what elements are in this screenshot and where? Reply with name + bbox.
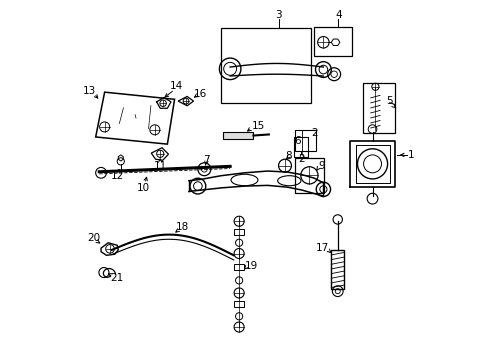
Text: 21: 21 [110,273,123,283]
Text: 8: 8 [285,150,291,161]
Text: 2: 2 [310,129,317,138]
Text: 2: 2 [298,154,305,164]
Text: 9: 9 [318,161,324,171]
Text: 11: 11 [153,161,166,171]
Text: 20: 20 [87,233,100,243]
Text: 6: 6 [294,136,300,146]
Bar [293,137,308,157]
Bar [362,83,394,134]
Text: 1: 1 [407,150,414,160]
Text: 19: 19 [244,261,257,271]
Text: 10: 10 [137,183,150,193]
Text: 15: 15 [252,121,265,131]
Text: 17: 17 [315,243,328,253]
Text: 14: 14 [169,81,183,91]
Text: 12: 12 [110,171,123,181]
Bar [234,229,244,235]
Bar [234,301,244,307]
Bar [294,130,316,151]
Bar [223,132,253,139]
Bar [234,264,244,270]
Text: 16: 16 [194,89,207,99]
Bar [221,28,310,103]
Text: 3: 3 [275,10,281,20]
Text: 4: 4 [334,10,341,20]
Bar [294,158,324,193]
Text: 18: 18 [176,222,189,231]
Text: 7: 7 [203,154,210,165]
Text: 5: 5 [386,96,392,106]
Bar [314,27,351,56]
Bar [330,250,344,289]
Text: 13: 13 [83,86,96,96]
